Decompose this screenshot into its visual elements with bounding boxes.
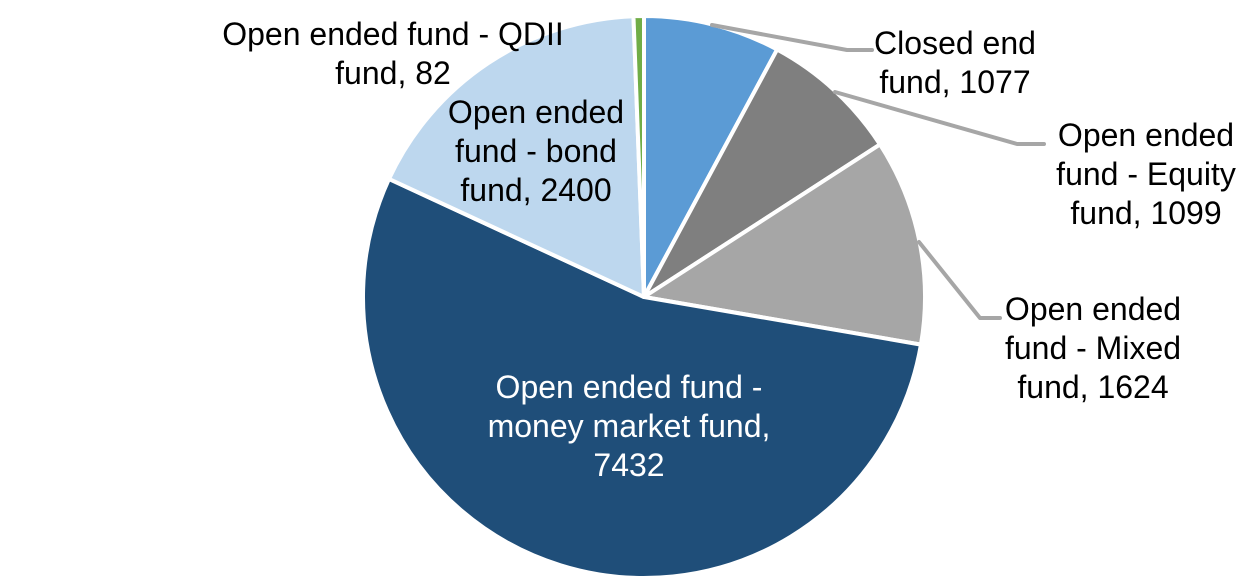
slice-label-line: fund, 1099 [1070,195,1222,231]
pie-slice-5 [631,14,646,299]
leader-line-closed-end-fund [710,23,874,52]
slice-label-line: fund - Mixed [1004,330,1182,366]
slice-label-bond-fund: Open ended fund - bond fund, 2400 [448,93,624,210]
leader-line-equity-fund [833,90,1046,146]
slice-label-line: Open ended [1057,117,1235,153]
slice-label-equity-fund: Open ended fund - Equity fund, 1099 [1056,116,1236,233]
slice-label-line: money market fund, [487,408,771,444]
slice-label-qdii-fund: Open ended fund - QDII fund, 82 [222,15,564,93]
slice-label-line: Open ended [447,94,625,130]
slice-label-line: fund, 82 [335,55,451,91]
pie-slices [361,14,927,580]
slice-label-line: 7432 [593,447,665,483]
slice-label-mixed-fund: Open ended fund - Mixed fund, 1624 [1005,290,1181,407]
slice-label-money-market-fund: Open ended fund - money market fund, 743… [488,368,771,485]
pie-slice-4 [387,14,646,299]
slice-label-line: Open ended fund - QDII [222,16,564,52]
slice-label-closed-end-fund: Closed end fund, 1077 [874,24,1036,102]
slice-label-line: fund, 1624 [1017,369,1169,405]
slice-label-line: fund - Equity [1056,156,1236,192]
slice-label-line: Open ended [1004,291,1182,327]
pie-slice-3 [361,176,923,580]
leader-line-mixed-fund [917,240,1002,320]
slice-label-line: fund - bond [455,133,617,169]
slice-label-line: fund, 1077 [879,64,1031,100]
slice-label-line: Closed end [874,25,1036,61]
slice-label-line: fund, 2400 [460,172,612,208]
slice-label-line: Open ended fund - [495,369,763,405]
leader-lines [710,23,1046,320]
